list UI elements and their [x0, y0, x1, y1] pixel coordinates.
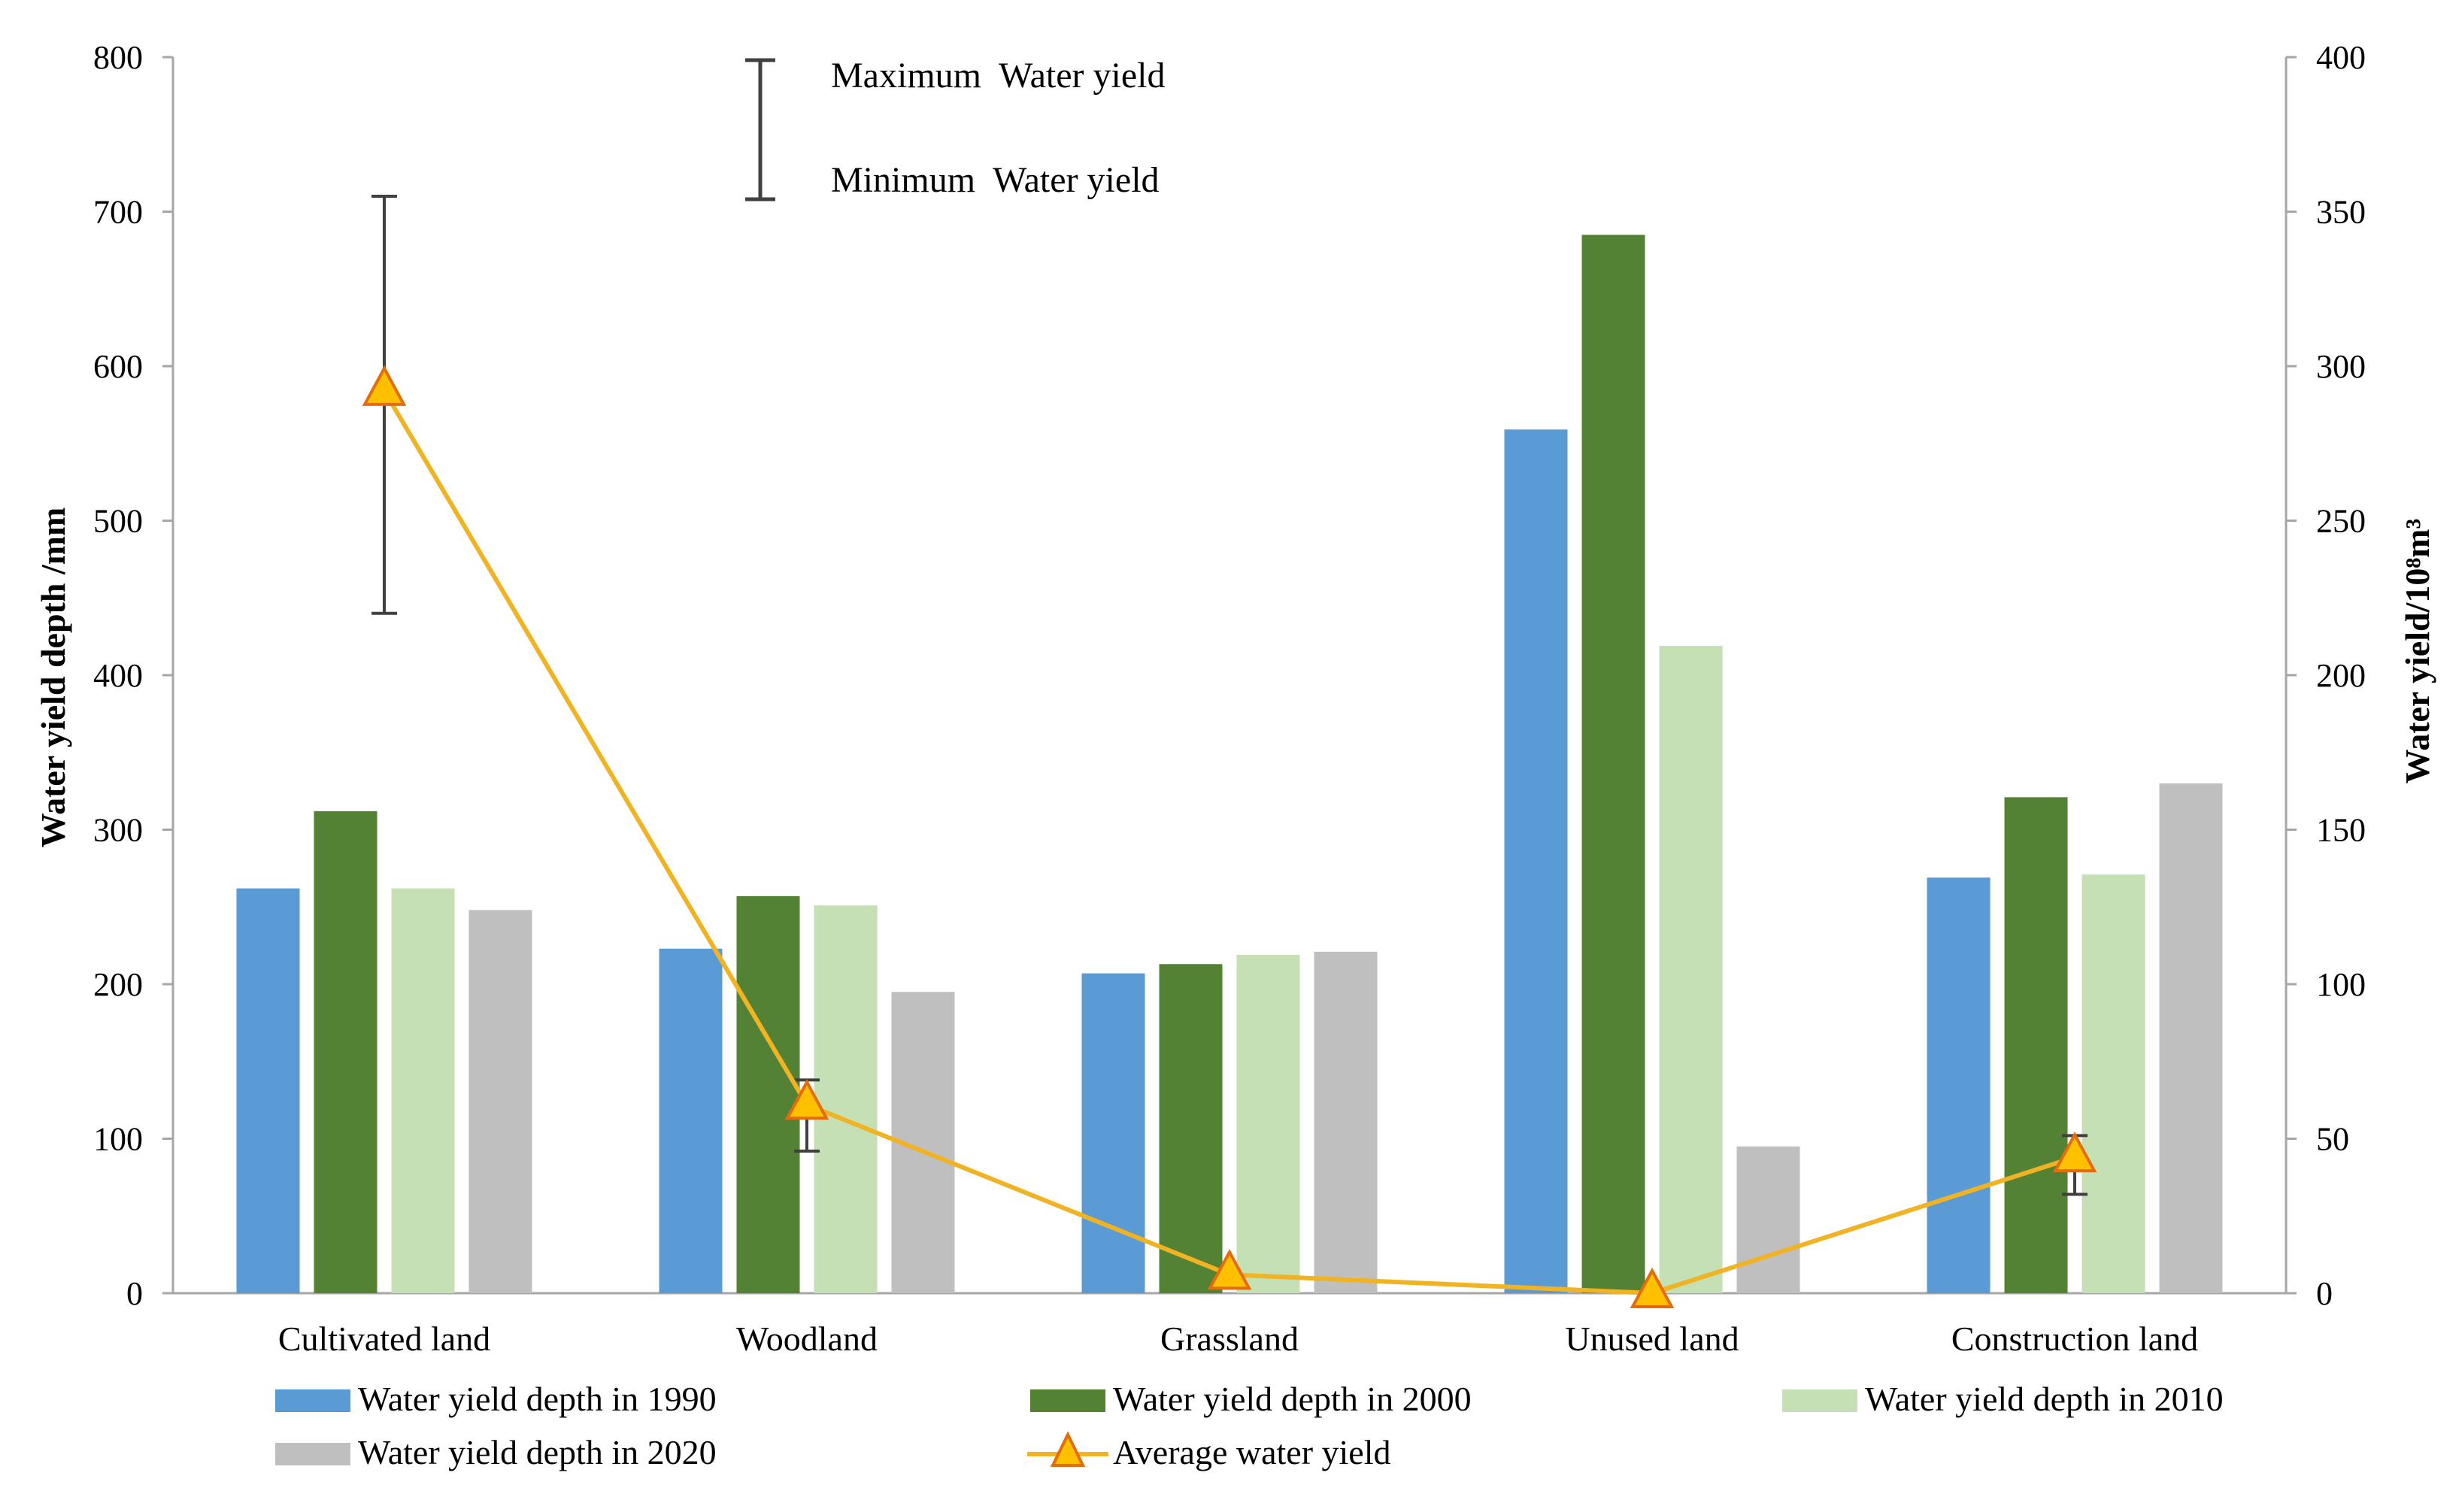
- legend-swatch-water-yield-depth-in-2010: [1782, 1389, 1857, 1412]
- bar-2-construction-land: [2004, 797, 2068, 1293]
- x-tick-label: Cultivated land: [278, 1320, 490, 1358]
- legend-swatch-water-yield-depth-in-1990: [275, 1389, 350, 1412]
- avg-marker-cultivated-land: [362, 365, 407, 406]
- avg-marker-woodland: [784, 1079, 829, 1120]
- avg-marker-construction-land: [2052, 1131, 2097, 1173]
- y2-tick-label: 200: [2316, 657, 2366, 694]
- y-tick-label: 500: [93, 503, 143, 540]
- annotation-min-label: Minimum Water yield: [831, 160, 1160, 200]
- average-line: [362, 365, 2097, 1308]
- annotation-max-label: Maximum Water yield: [831, 56, 1166, 95]
- x-tick-label: Construction land: [1951, 1320, 2198, 1358]
- bar-1-grassland: [1081, 973, 1145, 1293]
- bars: [236, 235, 2223, 1294]
- legend-marker-average-water-yield: [1050, 1431, 1086, 1467]
- y2-tick-label: 100: [2316, 966, 2366, 1003]
- bar-4-cultivated-land: [468, 910, 532, 1293]
- legend-label-average-water-yield: Average water yield: [1113, 1433, 1391, 1471]
- x-tick-label: Grassland: [1160, 1320, 1299, 1358]
- error-bars: [371, 194, 2088, 1196]
- bar-3-construction-land: [2082, 874, 2145, 1293]
- y2-tick-label: 350: [2316, 194, 2366, 231]
- legend-swatch-water-yield-depth-in-2000: [1030, 1389, 1105, 1412]
- y-tick-label: 400: [93, 657, 143, 694]
- bar-2-cultivated-land: [314, 811, 377, 1293]
- legend-label-water-yield-depth-in-2000: Water yield depth in 2000: [1113, 1380, 1472, 1418]
- average-water-yield-line: [382, 389, 2075, 1296]
- avg-marker-grassland: [1207, 1249, 1252, 1290]
- y-tick-label: 300: [93, 812, 143, 849]
- y-tick-label: 0: [126, 1275, 143, 1312]
- bar-4-grassland: [1314, 951, 1378, 1293]
- y-tick-label: 800: [93, 39, 143, 76]
- error-bar-annotation: Maximum Water yield Minimum Water yield: [745, 56, 1166, 201]
- y-tick-label: 100: [93, 1121, 143, 1158]
- y2-tick-label: 150: [2316, 812, 2366, 849]
- y-tick-label: 600: [93, 348, 143, 385]
- bar-1-cultivated-land: [236, 888, 300, 1293]
- bar-4-construction-land: [2159, 783, 2223, 1293]
- legend-label-water-yield-depth-in-1990: Water yield depth in 1990: [358, 1380, 717, 1418]
- x-tick-label: Unused land: [1565, 1320, 1739, 1358]
- avg-marker-unused-land: [1630, 1267, 1675, 1308]
- bar-1-woodland: [659, 948, 723, 1293]
- bar-2-grassland: [1159, 964, 1223, 1293]
- bar-3-grassland: [1236, 954, 1300, 1293]
- bar-1-unused-land: [1504, 429, 1568, 1293]
- y2-tick-label: 400: [2316, 39, 2366, 76]
- legend: Water yield depth in 1990 Water yield dep…: [275, 1380, 2224, 1471]
- axes: 0 100 200 300 400 500 600 700 800 0 50 100 150 200 250…: [93, 39, 2366, 1358]
- x-tick-label: Woodland: [736, 1320, 878, 1358]
- bar-3-unused-land: [1659, 645, 1723, 1293]
- legend-label-water-yield-depth-in-2010: Water yield depth in 2010: [1865, 1380, 2224, 1418]
- y2-tick-label: 250: [2316, 503, 2366, 540]
- y2-tick-label: 50: [2316, 1121, 2349, 1158]
- y2-tick-label: 0: [2316, 1275, 2333, 1312]
- y-tick-label: 200: [93, 966, 143, 1003]
- bar-3-cultivated-land: [391, 888, 455, 1293]
- y2-axis-label: Water yield/10⁸m³: [2398, 519, 2436, 784]
- y-tick-label: 700: [93, 194, 143, 231]
- y2-tick-label: 300: [2316, 348, 2366, 385]
- legend-label-water-yield-depth-in-2020: Water yield depth in 2020: [358, 1433, 717, 1471]
- bar-2-woodland: [736, 895, 800, 1293]
- y-axis-label: Water yield depth /mm: [34, 508, 72, 848]
- bar-2-unused-land: [1581, 235, 1645, 1294]
- legend-swatch-water-yield-depth-in-2020: [275, 1443, 350, 1465]
- bar-1-construction-land: [1927, 877, 1991, 1293]
- bar-4-unused-land: [1736, 1146, 1800, 1293]
- bar-3-woodland: [814, 905, 878, 1293]
